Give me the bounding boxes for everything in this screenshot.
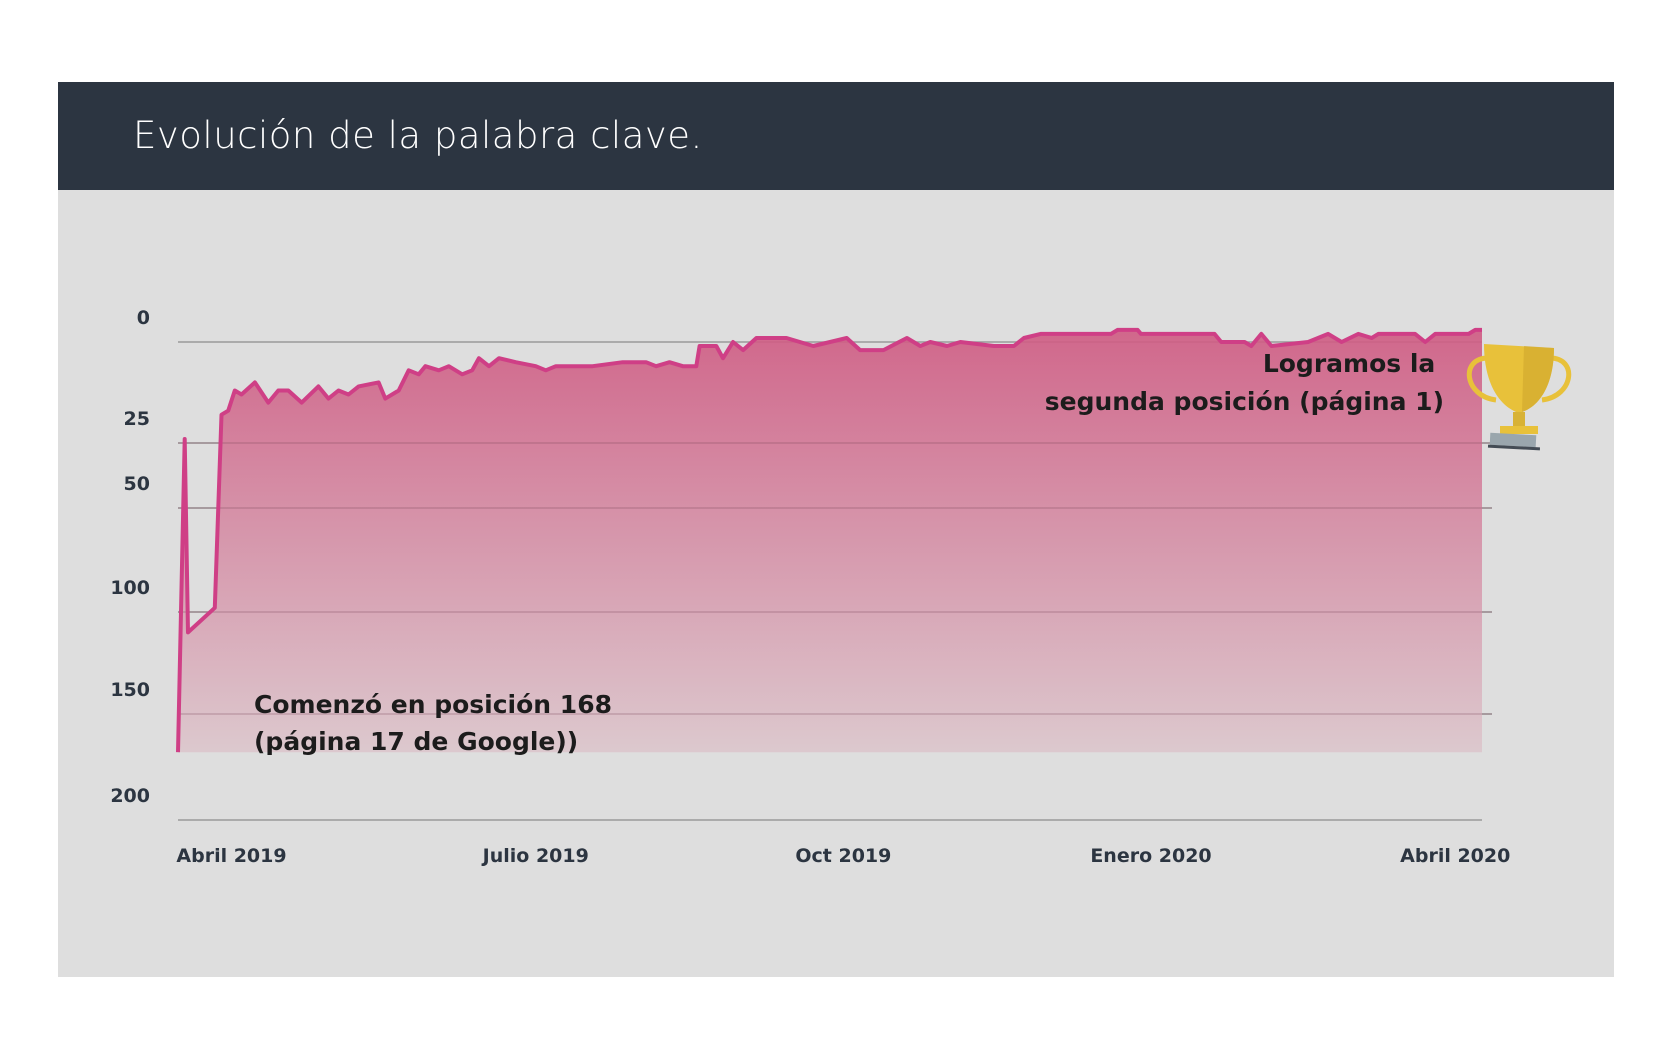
chart-header: Evolución de la palabra clave. xyxy=(58,82,1614,190)
y-tick-label: 150 xyxy=(110,679,150,701)
y-tick-label: 50 xyxy=(124,473,150,495)
position-area-fill xyxy=(178,329,1482,753)
overlay-gridlines xyxy=(178,442,1492,715)
start-annotation-line-1: Comenzó en posición 168 xyxy=(254,690,612,719)
keyword-position-chart: 0 25 50 100 150 200 Abril 2019 Julio 2019 Oct 2… xyxy=(110,307,1571,867)
end-annotation: Logramos la segunda posición (página 1) xyxy=(1045,349,1444,416)
trophy-icon xyxy=(1467,344,1571,451)
end-annotation-line-2: segunda posición (página 1) xyxy=(1045,387,1444,416)
page-title: Evolución de la palabra clave. xyxy=(133,114,703,157)
y-axis-tick-labels: 0 25 50 100 150 200 xyxy=(110,307,150,807)
x-tick-label: Oct 2019 xyxy=(795,845,891,867)
x-tick-label: Julio 2019 xyxy=(481,845,589,867)
y-tick-label: 200 xyxy=(110,785,150,807)
x-axis-tick-labels: Abril 2019 Julio 2019 Oct 2019 Enero 2020 Ab… xyxy=(176,845,1510,867)
x-tick-label: Abril 2020 xyxy=(1400,845,1510,867)
y-tick-label: 0 xyxy=(137,307,150,329)
position-series-line xyxy=(176,327,1482,753)
y-tick-label: 100 xyxy=(110,577,150,599)
x-tick-label: Abril 2019 xyxy=(176,845,286,867)
end-annotation-line-1: Logramos la xyxy=(1263,349,1435,378)
chart-card: Evolución de la palabra clave. 0 25 50 100 1… xyxy=(58,82,1614,977)
start-annotation-line-2: (página 17 de Google)) xyxy=(254,727,578,756)
x-tick-label: Enero 2020 xyxy=(1090,845,1211,867)
start-annotation: Comenzó en posición 168 (página 17 de Go… xyxy=(254,690,621,756)
y-tick-label: 25 xyxy=(124,408,150,430)
